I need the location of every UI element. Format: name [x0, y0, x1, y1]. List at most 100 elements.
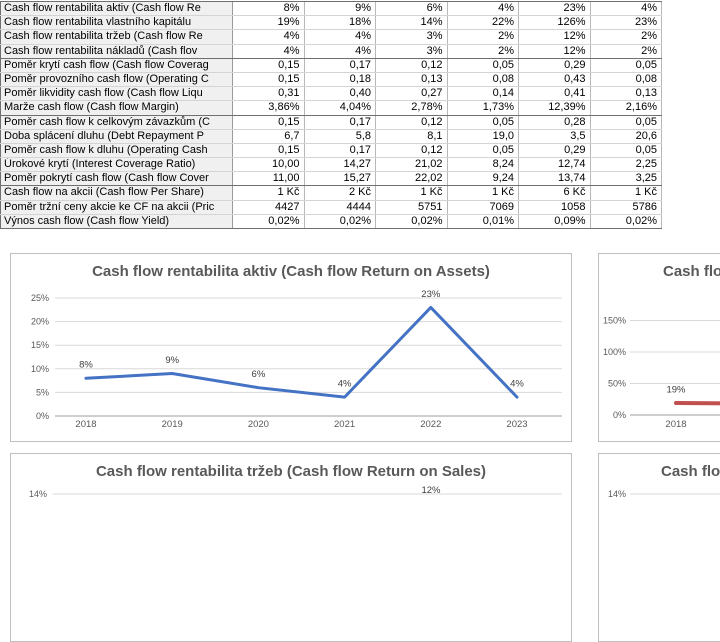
value-cell[interactable]: 0,05 — [448, 58, 519, 72]
value-cell[interactable]: 0,15 — [233, 115, 305, 129]
value-cell[interactable]: 0,15 — [233, 143, 305, 158]
value-cell[interactable]: 5751 — [376, 200, 448, 214]
value-cell[interactable]: 8% — [233, 2, 305, 16]
value-cell[interactable]: 0,09% — [519, 214, 591, 228]
value-cell[interactable]: 2,16% — [591, 101, 662, 115]
value-cell[interactable]: 0,31 — [233, 87, 305, 101]
value-cell[interactable]: 2,78% — [376, 101, 448, 115]
value-cell[interactable]: 13,74 — [519, 172, 591, 186]
value-cell[interactable]: 1058 — [519, 200, 591, 214]
value-cell[interactable]: 0,15 — [233, 72, 305, 87]
value-cell[interactable]: 0,12 — [376, 115, 448, 129]
value-cell[interactable]: 12,74 — [519, 158, 591, 172]
value-cell[interactable]: 11,00 — [233, 172, 305, 186]
value-cell[interactable]: 12% — [519, 44, 591, 58]
value-cell[interactable]: 19% — [233, 16, 305, 30]
row-label-cell[interactable]: Cash flow na akcii (Cash flow Per Share) — [0, 186, 233, 200]
value-cell[interactable]: 0,15 — [233, 58, 305, 72]
chart-cash-flow-return-on-sales-partial[interactable]: Cash flow rentabilita tržeb (Cash flow R… — [10, 453, 572, 642]
value-cell[interactable]: 14% — [376, 16, 448, 30]
value-cell[interactable]: 4% — [233, 44, 305, 58]
value-cell[interactable]: 3% — [376, 30, 448, 44]
value-cell[interactable]: 20,6 — [591, 129, 662, 143]
value-cell[interactable]: 4% — [233, 30, 305, 44]
value-cell[interactable]: 2 Kč — [305, 186, 376, 200]
value-cell[interactable]: 0,13 — [376, 72, 448, 87]
value-cell[interactable]: 0,41 — [519, 87, 591, 101]
value-cell[interactable]: 1 Kč — [233, 186, 305, 200]
row-label-cell[interactable]: Cash flow rentabilita aktiv (Cash flow R… — [0, 2, 233, 16]
value-cell[interactable]: 0,02% — [591, 214, 662, 228]
row-label-cell[interactable]: Cash flow rentabilita tržeb (Cash flow R… — [0, 30, 233, 44]
value-cell[interactable]: 3% — [376, 44, 448, 58]
value-cell[interactable]: 1 Kč — [591, 186, 662, 200]
value-cell[interactable]: 1 Kč — [376, 186, 448, 200]
row-label-cell[interactable]: Poměr cash flow k celkovým závazkům (C — [0, 115, 233, 129]
value-cell[interactable]: 22% — [448, 16, 519, 30]
value-cell[interactable]: 4427 — [233, 200, 305, 214]
value-cell[interactable]: 2% — [448, 44, 519, 58]
value-cell[interactable]: 7069 — [448, 200, 519, 214]
row-label-cell[interactable]: Poměr likvidity cash flow (Cash flow Liq… — [0, 87, 233, 101]
value-cell[interactable]: 0,14 — [448, 87, 519, 101]
value-cell[interactable]: 0,01% — [448, 214, 519, 228]
value-cell[interactable]: 0,17 — [305, 143, 376, 158]
value-cell[interactable]: 3,5 — [519, 129, 591, 143]
row-label-cell[interactable]: Doba splácení dluhu (Debt Repayment P — [0, 129, 233, 143]
value-cell[interactable]: 2,25 — [591, 158, 662, 172]
value-cell[interactable]: 10,00 — [233, 158, 305, 172]
chart-cash-flow-return-on-costs-partial[interactable]: Cash flo 14% — [598, 453, 720, 642]
value-cell[interactable]: 4% — [305, 30, 376, 44]
value-cell[interactable]: 0,29 — [519, 58, 591, 72]
value-cell[interactable]: 19,0 — [448, 129, 519, 143]
value-cell[interactable]: 5,8 — [305, 129, 376, 143]
value-cell[interactable]: 2% — [591, 44, 662, 58]
row-label-cell[interactable]: Poměr krytí cash flow (Cash flow Coverag — [0, 58, 233, 72]
value-cell[interactable]: 23% — [519, 2, 591, 16]
value-cell[interactable]: 6,7 — [233, 129, 305, 143]
row-label-cell[interactable]: Úrokové krytí (Interest Coverage Ratio) — [0, 158, 233, 172]
row-label-cell[interactable]: Marže cash flow (Cash flow Margin) — [0, 101, 233, 115]
value-cell[interactable]: 126% — [519, 16, 591, 30]
value-cell[interactable]: 0,12 — [376, 58, 448, 72]
row-label-cell[interactable]: Poměr tržní ceny akcie ke CF na akcii (P… — [0, 200, 233, 214]
value-cell[interactable]: 4444 — [305, 200, 376, 214]
value-cell[interactable]: 4% — [591, 2, 662, 16]
value-cell[interactable]: 0,27 — [376, 87, 448, 101]
value-cell[interactable]: 0,05 — [591, 143, 662, 158]
value-cell[interactable]: 0,05 — [448, 115, 519, 129]
value-cell[interactable]: 0,02% — [233, 214, 305, 228]
value-cell[interactable]: 8,1 — [376, 129, 448, 143]
value-cell[interactable]: 0,13 — [591, 87, 662, 101]
row-label-cell[interactable]: Poměr cash flow k dluhu (Operating Cash — [0, 143, 233, 158]
value-cell[interactable]: 0,08 — [448, 72, 519, 87]
row-label-cell[interactable]: Poměr pokrytí cash flow (Cash flow Cover — [0, 172, 233, 186]
value-cell[interactable]: 0,40 — [305, 87, 376, 101]
value-cell[interactable]: 18% — [305, 16, 376, 30]
value-cell[interactable]: 12% — [519, 30, 591, 44]
value-cell[interactable]: 0,02% — [376, 214, 448, 228]
value-cell[interactable]: 15,27 — [305, 172, 376, 186]
value-cell[interactable]: 3,86% — [233, 101, 305, 115]
row-label-cell[interactable]: Cash flow rentabilita vlastního kapitálu — [0, 16, 233, 30]
value-cell[interactable]: 0,17 — [305, 58, 376, 72]
value-cell[interactable]: 9% — [305, 2, 376, 16]
value-cell[interactable]: 0,08 — [591, 72, 662, 87]
value-cell[interactable]: 0,43 — [519, 72, 591, 87]
value-cell[interactable]: 12,39% — [519, 101, 591, 115]
row-label-cell[interactable]: Výnos cash flow (Cash flow Yield) — [0, 214, 233, 228]
value-cell[interactable]: 2% — [448, 30, 519, 44]
value-cell[interactable]: 8,24 — [448, 158, 519, 172]
value-cell[interactable]: 3,25 — [591, 172, 662, 186]
value-cell[interactable]: 4% — [305, 44, 376, 58]
value-cell[interactable]: 0,17 — [305, 115, 376, 129]
value-cell[interactable]: 21,02 — [376, 158, 448, 172]
value-cell[interactable]: 0,02% — [305, 214, 376, 228]
value-cell[interactable]: 2% — [591, 30, 662, 44]
value-cell[interactable]: 9,24 — [448, 172, 519, 186]
value-cell[interactable]: 1,73% — [448, 101, 519, 115]
row-label-cell[interactable]: Poměr provozního cash flow (Operating C — [0, 72, 233, 87]
value-cell[interactable]: 0,18 — [305, 72, 376, 87]
row-label-cell[interactable]: Cash flow rentabilita nákladů (Cash flov — [0, 44, 233, 58]
value-cell[interactable]: 6% — [376, 2, 448, 16]
